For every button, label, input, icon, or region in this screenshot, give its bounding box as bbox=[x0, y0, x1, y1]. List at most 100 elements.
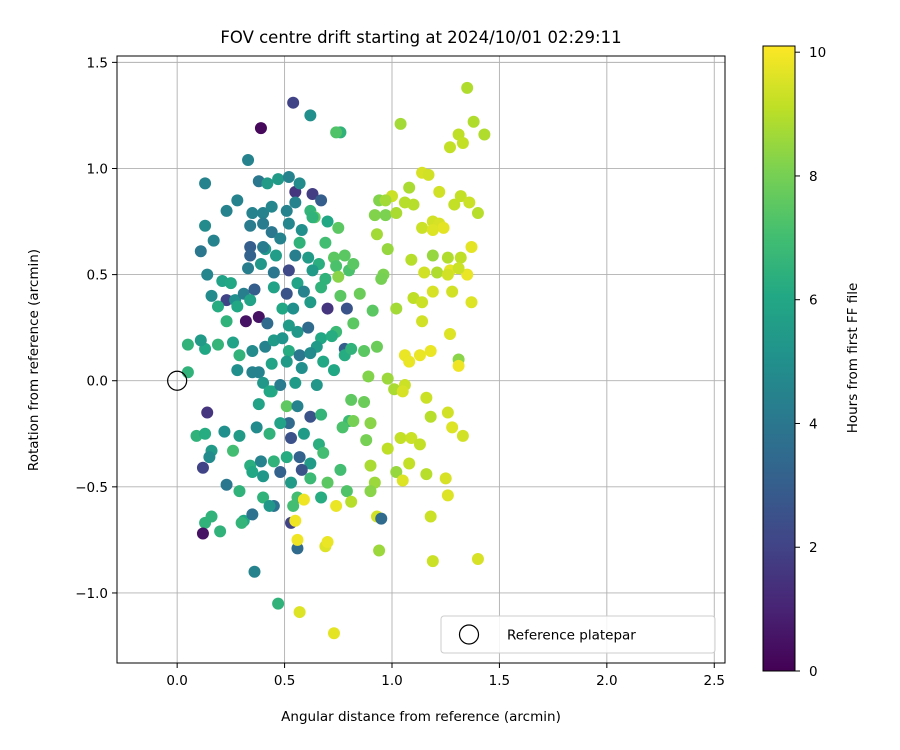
data-point bbox=[441, 251, 454, 264]
data-point bbox=[181, 366, 194, 379]
data-point bbox=[345, 495, 358, 508]
data-point bbox=[418, 266, 431, 279]
data-point bbox=[254, 455, 267, 468]
data-point bbox=[441, 489, 454, 502]
data-point bbox=[203, 451, 216, 464]
x-tick-label: 0.0 bbox=[166, 673, 187, 689]
data-point bbox=[375, 512, 388, 525]
data-point bbox=[465, 241, 478, 254]
data-point bbox=[291, 277, 304, 290]
data-point bbox=[218, 425, 231, 438]
data-point bbox=[334, 289, 347, 302]
data-point bbox=[304, 296, 317, 309]
data-point bbox=[381, 243, 394, 256]
data-point bbox=[282, 217, 295, 230]
data-point bbox=[239, 315, 252, 328]
data-point bbox=[373, 544, 386, 557]
x-tick-label: 1.5 bbox=[489, 673, 510, 689]
chart-title: FOV centre drift starting at 2024/10/01 … bbox=[220, 28, 621, 47]
grid bbox=[117, 56, 725, 663]
data-point bbox=[426, 555, 439, 568]
data-point bbox=[424, 345, 437, 358]
data-point bbox=[199, 219, 212, 232]
data-point bbox=[478, 128, 491, 141]
data-point bbox=[220, 294, 233, 307]
data-point bbox=[295, 224, 308, 237]
data-point bbox=[332, 221, 345, 234]
data-point bbox=[220, 478, 233, 491]
data-point bbox=[259, 340, 272, 353]
colorbar: 0 2 4 6 8 10 Hours from first FF file bbox=[762, 45, 861, 680]
data-point bbox=[274, 378, 287, 391]
data-point bbox=[287, 96, 300, 109]
data-point bbox=[244, 294, 257, 307]
data-point bbox=[274, 465, 287, 478]
data-point bbox=[280, 287, 293, 300]
data-point bbox=[304, 457, 317, 470]
data-point bbox=[444, 328, 457, 341]
data-point bbox=[321, 476, 334, 489]
data-point bbox=[317, 355, 330, 368]
data-point bbox=[233, 429, 246, 442]
data-point bbox=[416, 221, 429, 234]
data-point bbox=[358, 395, 371, 408]
data-point bbox=[282, 170, 295, 183]
data-point bbox=[321, 302, 334, 315]
data-point bbox=[267, 455, 280, 468]
data-point bbox=[220, 204, 233, 217]
data-point bbox=[293, 606, 306, 619]
data-point bbox=[282, 264, 295, 277]
data-point bbox=[224, 277, 237, 290]
data-point bbox=[441, 406, 454, 419]
data-point bbox=[330, 126, 343, 139]
data-point bbox=[467, 115, 480, 128]
data-point bbox=[454, 190, 467, 203]
data-point bbox=[471, 553, 484, 566]
points-layer bbox=[181, 81, 491, 640]
data-point bbox=[254, 257, 267, 270]
data-point bbox=[360, 434, 373, 447]
data-point bbox=[257, 376, 270, 389]
data-point bbox=[364, 485, 377, 498]
colorbar-label: Hours from first FF file bbox=[845, 283, 861, 434]
data-point bbox=[446, 285, 459, 298]
data-point bbox=[306, 187, 319, 200]
data-point bbox=[330, 499, 343, 512]
data-point bbox=[280, 451, 293, 464]
data-point bbox=[207, 234, 220, 247]
data-point bbox=[269, 249, 282, 262]
x-tick-label: 2.5 bbox=[704, 673, 725, 689]
data-point bbox=[321, 536, 334, 549]
data-point bbox=[426, 224, 439, 237]
data-point bbox=[433, 185, 446, 198]
data-point bbox=[276, 332, 289, 345]
data-point bbox=[364, 459, 377, 472]
data-point bbox=[420, 391, 433, 404]
data-point bbox=[274, 417, 287, 430]
data-point bbox=[196, 527, 209, 540]
data-point bbox=[274, 232, 287, 245]
data-point bbox=[293, 236, 306, 249]
data-point bbox=[330, 260, 343, 273]
data-point bbox=[289, 514, 302, 527]
data-point bbox=[452, 262, 465, 275]
y-tick-label: 1.5 bbox=[87, 55, 108, 71]
x-ticks: 0.0 0.5 1.0 1.5 2.0 2.5 bbox=[166, 663, 725, 689]
plot-frame bbox=[116, 55, 726, 664]
data-point bbox=[302, 251, 315, 264]
data-point bbox=[181, 338, 194, 351]
data-point bbox=[362, 370, 375, 383]
data-point bbox=[403, 181, 416, 194]
data-point bbox=[340, 302, 353, 315]
data-point bbox=[463, 196, 476, 209]
data-point bbox=[246, 465, 259, 478]
data-point bbox=[254, 122, 267, 135]
data-point bbox=[263, 385, 276, 398]
data-point bbox=[424, 510, 437, 523]
reference-point bbox=[167, 370, 188, 391]
data-point bbox=[265, 357, 278, 370]
data-point bbox=[446, 421, 459, 434]
data-point bbox=[407, 198, 420, 211]
colorbar-tick-label: 2 bbox=[809, 540, 818, 556]
data-point bbox=[235, 516, 248, 529]
